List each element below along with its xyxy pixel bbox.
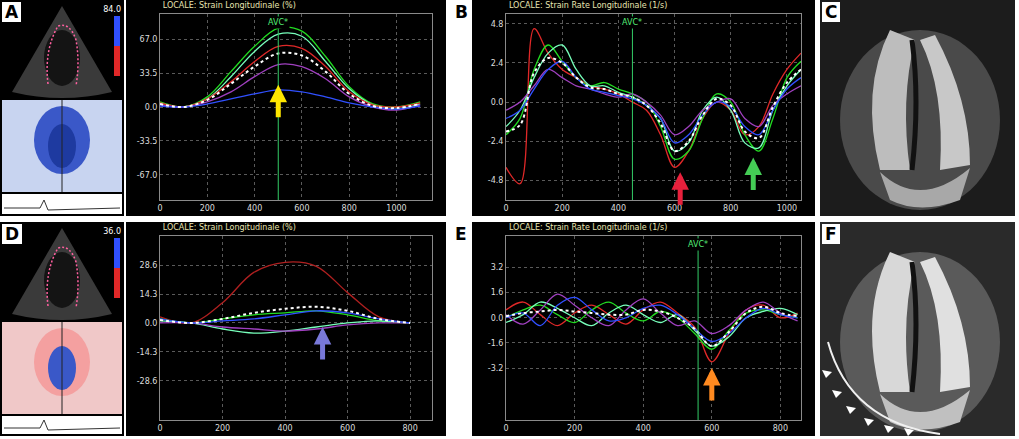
html-text:E: E (455, 224, 467, 244)
svg-text:3.2: 3.2 (491, 263, 504, 272)
svg-text:0: 0 (157, 424, 162, 433)
svg-text:AVC*: AVC* (268, 18, 288, 27)
svg-text:LOCALE: Strain Rate Longitudin: LOCALE: Strain Rate Longitudinale (1/s) (509, 223, 667, 232)
svg-text:200: 200 (567, 424, 582, 433)
html-text:B: B (455, 2, 468, 22)
svg-text:1.6: 1.6 (491, 288, 504, 297)
svg-text:400: 400 (247, 204, 262, 213)
svg-text:600: 600 (704, 424, 719, 433)
svg-text:-1.6: -1.6 (488, 339, 504, 348)
svg-text:800: 800 (402, 424, 417, 433)
svg-text:400: 400 (636, 424, 651, 433)
svg-text:-33.5: -33.5 (137, 137, 158, 146)
svg-text:600: 600 (667, 204, 682, 213)
svg-text:LOCALE: Strain Longitudinale (: LOCALE: Strain Longitudinale (%) (163, 1, 296, 10)
svg-text:800: 800 (773, 424, 788, 433)
html-text:A: A (5, 2, 19, 22)
svg-text:800: 800 (342, 204, 357, 213)
svg-text:AVC*: AVC* (688, 240, 708, 249)
svg-text:LOCALE: Strain Longitudinale (: LOCALE: Strain Longitudinale (%) (163, 223, 296, 232)
svg-text:0.0: 0.0 (145, 319, 158, 328)
svg-text:1000: 1000 (386, 204, 406, 213)
html-text:D: D (5, 224, 20, 244)
svg-text:0: 0 (503, 204, 508, 213)
svg-text:84.0: 84.0 (103, 5, 121, 14)
svg-text:-14.3: -14.3 (137, 348, 158, 357)
svg-text:600: 600 (294, 204, 309, 213)
svg-text:67.0: 67.0 (140, 35, 158, 44)
svg-text:4.8: 4.8 (491, 20, 504, 29)
svg-text:600: 600 (340, 424, 355, 433)
svg-text:0: 0 (503, 424, 508, 433)
svg-text:28.6: 28.6 (140, 261, 158, 270)
svg-text:400: 400 (277, 424, 292, 433)
svg-text:36.0: 36.0 (103, 227, 121, 236)
svg-text:2.4: 2.4 (491, 59, 504, 68)
html-text:C: C (825, 2, 838, 22)
svg-text:LOCALE: Strain Rate Longitudin: LOCALE: Strain Rate Longitudinale (1/s) (509, 1, 667, 10)
svg-text:0.0: 0.0 (491, 314, 504, 323)
svg-text:0: 0 (157, 204, 162, 213)
svg-text:200: 200 (215, 424, 230, 433)
svg-text:0.0: 0.0 (145, 103, 158, 112)
svg-text:400: 400 (611, 204, 626, 213)
svg-text:200: 200 (555, 204, 570, 213)
svg-text:33.5: 33.5 (140, 69, 158, 78)
svg-text:14.3: 14.3 (140, 290, 158, 299)
svg-text:800: 800 (723, 204, 738, 213)
svg-text:-4.8: -4.8 (488, 176, 504, 185)
svg-text:-67.0: -67.0 (137, 171, 158, 180)
svg-text:-28.6: -28.6 (137, 377, 158, 386)
html-text:F: F (825, 224, 837, 244)
svg-text:0.0: 0.0 (491, 98, 504, 107)
svg-text:200: 200 (200, 204, 215, 213)
svg-text:1000: 1000 (777, 204, 797, 213)
svg-text:-3.2: -3.2 (488, 364, 504, 373)
svg-text:-2.4: -2.4 (488, 137, 504, 146)
svg-text:AVC*: AVC* (622, 18, 642, 27)
